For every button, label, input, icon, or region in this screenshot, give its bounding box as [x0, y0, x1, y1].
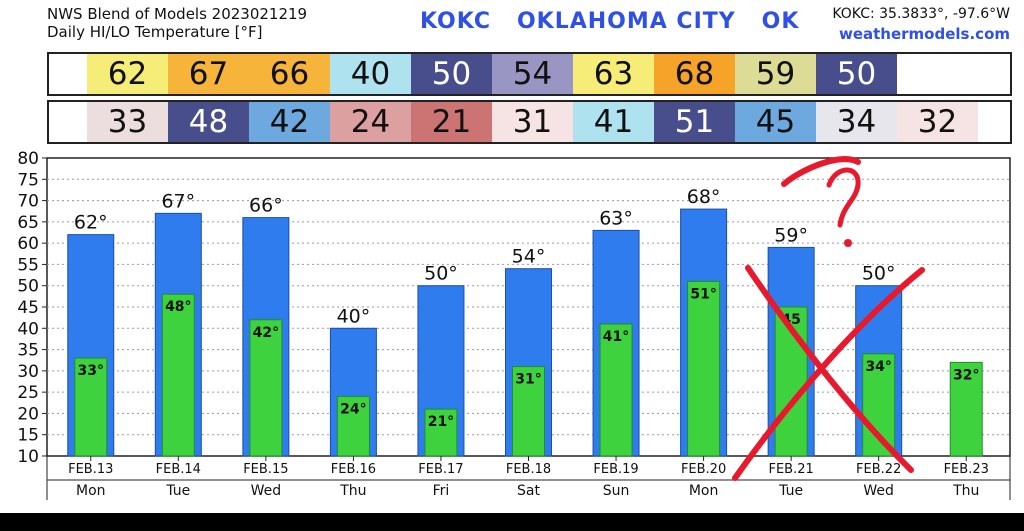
annotation-cross-line: [732, 267, 925, 481]
model-run-label: NWS Blend of Models 2023021219: [47, 5, 308, 23]
lo-bar-label: 42°: [253, 325, 279, 341]
x-day-label: Wed: [863, 483, 894, 499]
lo-temp-cell: 33: [87, 102, 168, 142]
lo-bar: [512, 366, 545, 457]
x-date-label: FEB.19: [593, 462, 638, 477]
lo-temp-cell: 24: [330, 102, 411, 142]
hi-bar-label: 54°: [512, 246, 546, 268]
lo-temp-strip: 33 48 42 24 21 31 41 51 45 34 32: [47, 100, 1012, 144]
x-date-label: FEB.21: [768, 462, 813, 477]
hi-temp-cell: 67: [168, 54, 249, 94]
lo-temp-cell: 51: [654, 102, 735, 142]
y-tick-label: 10: [17, 447, 39, 467]
lo-bar-label: 33°: [78, 363, 104, 379]
hi-temp-cell: 54: [492, 54, 573, 94]
site-link[interactable]: weathermodels.com: [838, 25, 1010, 43]
hi-temp-cell: 40: [330, 54, 411, 94]
lo-temp-cell: 21: [411, 102, 492, 142]
hi-bar-label: 63°: [599, 207, 633, 229]
y-tick-label: 15: [17, 426, 39, 446]
lo-bar: [424, 408, 458, 457]
x-date-label: FEB.14: [156, 462, 201, 477]
lo-bar-label: 24°: [340, 401, 366, 417]
hi-bar-label: 50°: [424, 263, 458, 285]
x-day-label: Mon: [76, 483, 106, 499]
hi-temp-strip: 62 67 66 40 50 54 63 68 59 50: [47, 52, 1012, 96]
x-date-label: FEB.15: [243, 462, 288, 477]
lo-bar: [687, 280, 721, 457]
lo-bar: [161, 293, 195, 457]
hi-temp-cell: 62: [87, 54, 168, 94]
x-date-label: FEB.18: [506, 462, 551, 477]
x-date-label: FEB.20: [681, 462, 726, 477]
lo-temp-cell: 48: [168, 102, 249, 142]
y-tick-label: 55: [17, 255, 39, 275]
y-tick-label: 20: [17, 404, 39, 424]
x-day-label: Tue: [165, 483, 190, 499]
hi-temp-cell: 63: [573, 54, 654, 94]
hi-bar-label: 59°: [774, 224, 808, 246]
x-date-label: FEB.17: [418, 462, 463, 477]
lo-bar-label: 32°: [953, 367, 979, 383]
x-day-label: Thu: [952, 483, 979, 499]
y-tick-label: 40: [17, 319, 39, 339]
lo-bar-label: 51°: [690, 286, 716, 302]
hi-temp-cell: 68: [654, 54, 735, 94]
x-day-label: Thu: [339, 483, 366, 499]
y-tick-label: 70: [17, 192, 39, 212]
y-tick-label: 75: [17, 170, 39, 190]
x-day-label: Tue: [778, 483, 803, 499]
x-day-label: Wed: [251, 483, 282, 499]
y-tick-label: 80: [17, 149, 39, 169]
lo-bar-label: 21°: [428, 414, 454, 430]
y-tick-label: 25: [17, 383, 39, 403]
hi-bar-label: 40°: [337, 305, 371, 327]
hi-bar-label: 50°: [862, 263, 896, 285]
lo-bar: [336, 395, 370, 457]
y-tick-label: 35: [17, 341, 39, 361]
lo-bar-label: 34°: [865, 359, 891, 375]
x-date-label: FEB.13: [68, 462, 113, 477]
x-day-label: Fri: [433, 483, 450, 499]
lo-bar-label: 48°: [165, 299, 191, 315]
hi-bar-label: 62°: [74, 212, 108, 234]
annotation-question-mark: [826, 167, 861, 228]
lo-temp-cell: 45: [735, 102, 816, 142]
y-tick-label: 60: [17, 234, 39, 254]
annotation-scribble: [781, 156, 861, 187]
station-coordinates: KOKC: 35.3833°, -97.6°W: [832, 6, 1010, 22]
y-tick-label: 45: [17, 298, 39, 318]
hi-bar-label: 66°: [249, 195, 283, 217]
lo-temp-cell: 34: [816, 102, 897, 142]
hi-bar-label: 67°: [161, 190, 195, 212]
y-tick-label: 65: [17, 213, 39, 233]
x-day-label: Sun: [603, 483, 630, 499]
chart-subtitle: Daily HI/LO Temperature [°F]: [47, 23, 263, 41]
annotation-question-dot: [844, 239, 852, 247]
y-tick-label: 50: [17, 277, 39, 297]
hi-temp-cell: 59: [735, 54, 816, 94]
lo-bar-label: 41°: [603, 329, 629, 345]
lo-temp-cell: 31: [492, 102, 573, 142]
x-date-label: FEB.22: [856, 462, 901, 477]
hi-temp-cell: 50: [411, 54, 492, 94]
x-date-label: FEB.23: [944, 462, 989, 477]
hi-temp-cell: 50: [816, 54, 897, 94]
bottom-bar: [0, 513, 1024, 531]
lo-temp-cell: 42: [249, 102, 330, 142]
hi-temp-cell: 66: [249, 54, 330, 94]
lo-bar-label: 31°: [515, 372, 541, 388]
lo-bar: [949, 361, 983, 457]
lo-temp-cell: 41: [573, 102, 654, 142]
x-day-label: Sat: [517, 483, 540, 499]
station-title: KOKC OKLAHOMA CITY OK: [420, 9, 800, 34]
hi-bar-label: 68°: [687, 186, 721, 208]
x-date-label: FEB.16: [331, 462, 376, 477]
y-tick-label: 30: [17, 362, 39, 382]
x-day-label: Mon: [689, 483, 719, 499]
lo-bar: [599, 323, 633, 457]
lo-temp-cell: 32: [897, 102, 978, 142]
